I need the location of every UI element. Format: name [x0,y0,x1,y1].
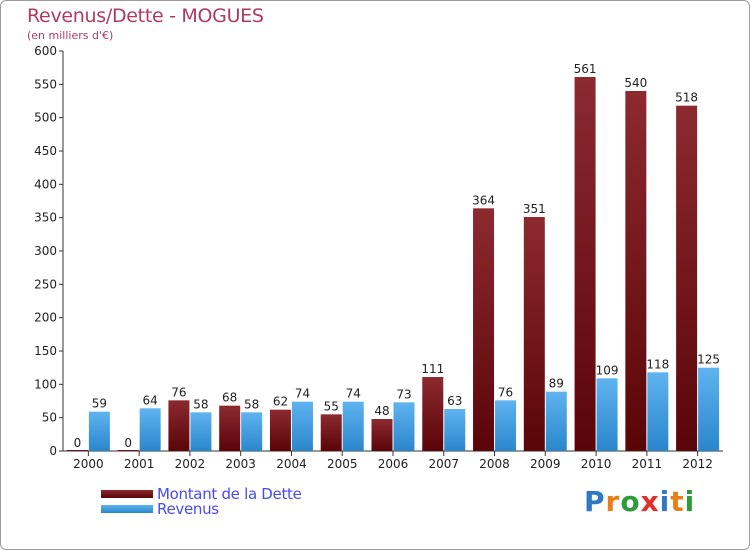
bar-dette [676,105,698,452]
bar-dette [117,450,139,451]
chart-title: Revenus/Dette - MOGUES [27,5,264,27]
data-label-dette: 76 [171,385,186,399]
bar-revenus [545,391,567,451]
y-tick-label: 600 [34,44,57,58]
data-label-dette: 518 [675,91,698,105]
data-label-revenus: 63 [447,394,462,408]
logo-letter: i [659,485,671,518]
bar-revenus [291,401,313,451]
x-tick-label: 2012 [682,457,713,471]
data-label-dette: 55 [324,399,339,413]
y-tick-label: 200 [34,311,57,325]
x-tick-label: 2006 [378,457,409,471]
y-tick-label: 250 [34,277,57,291]
x-tick-label: 2007 [428,457,459,471]
bar-revenus [190,412,212,451]
data-label-dette: 561 [574,62,597,76]
bar-revenus [241,412,263,451]
data-label-dette: 111 [421,362,444,376]
x-tick-label: 2008 [479,457,510,471]
x-tick-label: 2010 [581,457,612,471]
y-tick-label: 300 [34,244,57,258]
y-tick-label: 50 [42,411,57,425]
chart-bars [66,77,720,452]
bar-revenus [393,402,415,451]
bar-dette [168,400,190,451]
data-label-revenus: 89 [549,377,564,391]
chart-subtitle: (en milliers d'€) [27,29,114,42]
data-label-dette: 351 [523,202,546,216]
data-label-revenus: 64 [143,393,158,407]
legend-swatch-revenus [101,505,153,513]
bar-revenus [647,372,669,451]
data-label-revenus: 125 [697,353,720,367]
data-label-dette: 48 [374,404,389,418]
x-tick-label: 2011 [632,457,663,471]
x-tick-label: 2000 [73,457,104,471]
data-label-revenus: 76 [498,385,513,399]
bar-dette [523,217,545,451]
y-tick-label: 0 [49,444,57,458]
y-tick-label: 550 [34,77,57,91]
bar-dette [473,208,495,451]
bar-dette [625,91,647,451]
proxiti-logo: Proxiti [584,485,695,518]
x-tick-label: 2002 [175,457,206,471]
data-label-revenus: 118 [646,357,669,371]
data-label-revenus: 59 [92,397,107,411]
data-label-revenus: 74 [295,387,310,401]
bar-dette [574,77,596,451]
data-label-revenus: 58 [193,397,208,411]
x-tick-label: 2003 [225,457,256,471]
logo-letter: i [684,485,696,518]
bar-dette [422,377,444,451]
bar-revenus [495,400,517,451]
logo-letter: P [584,485,606,518]
data-label-revenus: 74 [346,387,361,401]
logo-letter: o [620,485,641,518]
data-label-dette: 68 [222,391,237,405]
data-label-revenus: 73 [396,387,411,401]
bar-dette [320,414,342,451]
chart-data-labels: 0 59 0 64 76 58 68 58 62 74 55 74 48 73 111 63 364 76 351 8… [74,62,721,450]
bar-dette [66,450,88,451]
x-tick-label: 2005 [327,457,358,471]
bar-revenus [596,378,618,451]
x-tick-label: 2004 [276,457,307,471]
data-label-dette: 62 [273,395,288,409]
y-tick-label: 150 [34,344,57,358]
y-tick-label: 500 [34,111,57,125]
data-label-dette: 540 [624,76,647,90]
bar-dette [269,409,291,451]
bar-dette [219,405,241,451]
y-tick-label: 100 [34,377,57,391]
logo-letter: t [670,485,685,518]
x-tick-label: 2001 [124,457,155,471]
x-tick-label: 2009 [530,457,561,471]
y-tick-label: 350 [34,211,57,225]
y-tick-label: 450 [34,144,57,158]
bar-revenus [444,409,466,451]
data-label-dette: 0 [74,436,82,450]
legend-label-dette: Montant de la Dette [157,485,302,503]
bar-revenus [698,367,720,451]
data-label-dette: 0 [124,436,132,450]
data-label-revenus: 58 [244,397,259,411]
data-label-dette: 364 [472,193,495,207]
bar-revenus [342,401,364,451]
legend-label-revenus: Revenus [157,500,219,518]
bar-revenus [139,408,161,451]
bar-revenus [88,411,110,451]
y-tick-label: 400 [34,177,57,191]
legend-swatch-dette [101,490,153,498]
bar-dette [371,419,393,451]
logo-letter: r [605,485,621,518]
logo-letter: x [640,485,660,518]
data-label-revenus: 109 [596,363,619,377]
